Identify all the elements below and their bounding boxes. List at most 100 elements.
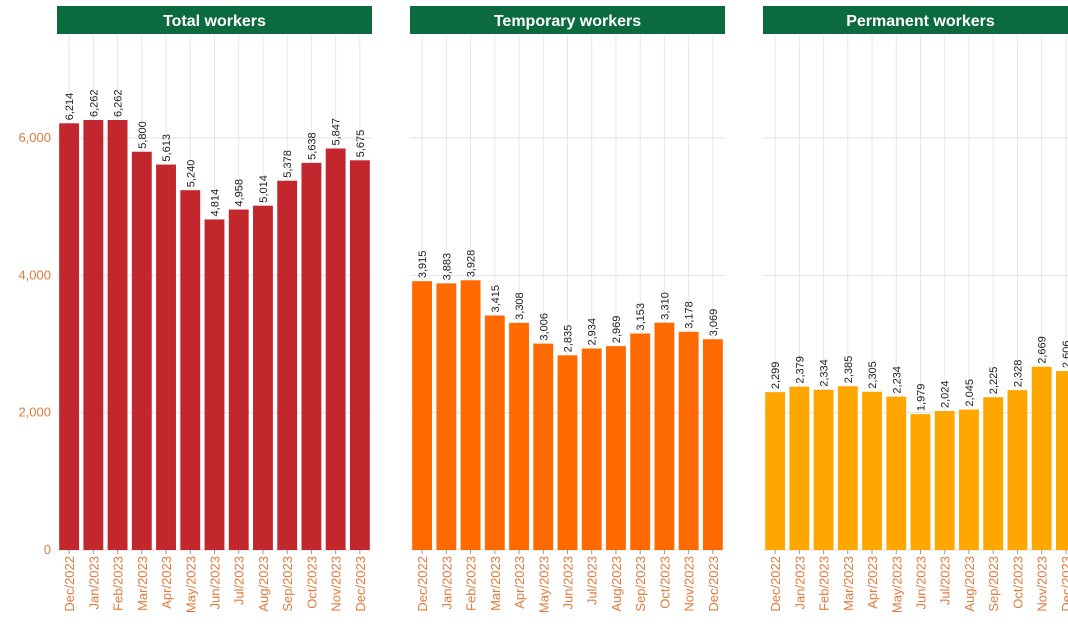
x-tick-label: Feb/2023 (464, 556, 479, 611)
bar (1055, 371, 1068, 550)
value-label: 4,958 (234, 179, 246, 207)
bar (228, 209, 249, 550)
bar (59, 123, 80, 551)
value-label: 2,305 (867, 361, 879, 389)
bar (349, 160, 370, 551)
x-tick-label: Apr/2023 (865, 556, 880, 609)
bar (253, 205, 273, 551)
bar (156, 164, 176, 550)
value-label: 2,969 (611, 316, 623, 344)
bar (484, 315, 505, 550)
panel-header (57, 6, 372, 34)
bar (325, 148, 346, 551)
x-tick-label: May/2023 (536, 556, 551, 613)
value-label: 2,225 (988, 367, 1000, 395)
value-label: 2,045 (964, 379, 976, 407)
value-label: 5,014 (258, 175, 270, 203)
x-tick-label: May/2023 (183, 556, 198, 613)
bar (862, 391, 882, 550)
value-label: 6,262 (88, 89, 100, 117)
value-label: 2,669 (1037, 336, 1049, 364)
x-tick-label: Oct/2023 (657, 556, 672, 609)
value-label: 2,234 (891, 366, 903, 394)
value-label: 3,915 (417, 251, 429, 279)
value-label: 5,240 (185, 160, 197, 188)
x-tick-label: Sep/2023 (280, 556, 295, 612)
x-tick-label: Jan/2023 (792, 556, 807, 610)
bar (131, 151, 152, 550)
bar (509, 322, 529, 550)
x-tick-label: Jun/2023 (914, 556, 929, 610)
bar (910, 414, 931, 550)
x-tick-label: Dec/2023 (706, 556, 721, 612)
value-label: 2,835 (563, 325, 575, 353)
bar (1007, 390, 1028, 550)
bar (837, 386, 858, 550)
x-tick-label: Oct/2023 (304, 556, 319, 609)
bar (765, 392, 786, 550)
panel-header (410, 6, 725, 34)
x-tick-label: Dec/2023 (353, 556, 368, 612)
x-tick-label: Oct/2023 (1010, 556, 1025, 609)
value-label: 2,334 (819, 359, 831, 387)
value-label: 3,153 (635, 303, 647, 331)
x-tick-label: Jul/2023 (938, 556, 953, 605)
bar (813, 389, 834, 550)
x-tick-label: Apr/2023 (512, 556, 527, 609)
bar (678, 331, 699, 550)
bar (886, 396, 907, 550)
x-tick-label: May/2023 (889, 556, 904, 613)
value-label: 5,638 (306, 132, 318, 160)
panel-title: Temporary workers (494, 13, 641, 30)
x-tick-label: Jul/2023 (232, 556, 247, 605)
bar (107, 120, 128, 550)
bar (460, 280, 481, 550)
value-label: 2,299 (770, 362, 782, 390)
x-tick-label: Dec/2022 (62, 556, 77, 612)
bar (204, 219, 225, 550)
bar (83, 120, 104, 550)
value-label: 3,006 (538, 313, 550, 341)
bar (581, 348, 602, 550)
bar (654, 322, 675, 550)
x-tick-label: Aug/2023 (256, 556, 271, 612)
bar (436, 283, 457, 550)
bar (180, 190, 201, 551)
y-tick-label: 0 (44, 542, 51, 557)
x-tick-label: Dec/2022 (415, 556, 430, 612)
value-label: 2,606 (1061, 341, 1068, 369)
value-label: 5,847 (331, 118, 343, 146)
value-label: 6,262 (113, 89, 125, 117)
value-label: 2,385 (843, 356, 855, 384)
bar (412, 281, 433, 550)
value-label: 2,328 (1012, 360, 1024, 388)
bar (789, 386, 810, 550)
x-tick-label: Jun/2023 (561, 556, 576, 610)
x-tick-label: Mar/2023 (488, 556, 503, 611)
bar (557, 355, 578, 550)
x-tick-label: Feb/2023 (817, 556, 832, 611)
x-tick-label: Feb/2023 (111, 556, 126, 611)
bar (533, 343, 554, 550)
bar (277, 180, 298, 550)
bar (959, 409, 979, 550)
y-tick-label: 2,000 (18, 405, 51, 420)
bar (630, 333, 651, 550)
value-label: 3,310 (659, 292, 671, 320)
x-tick-label: Aug/2023 (609, 556, 624, 612)
panel-title: Permanent workers (846, 13, 995, 30)
y-tick-label: 6,000 (18, 130, 51, 145)
panel-header (763, 6, 1068, 34)
value-label: 3,069 (708, 309, 720, 337)
value-label: 2,024 (940, 380, 952, 408)
value-label: 3,415 (490, 285, 502, 313)
x-tick-label: Nov/2023 (1035, 556, 1050, 612)
x-tick-label: Sep/2023 (986, 556, 1001, 612)
x-tick-label: Jul/2023 (585, 556, 600, 605)
bar (606, 346, 626, 550)
x-tick-label: Mar/2023 (135, 556, 150, 611)
value-label: 2,934 (587, 318, 599, 346)
x-tick-label: Mar/2023 (841, 556, 856, 611)
value-label: 3,308 (514, 292, 526, 320)
